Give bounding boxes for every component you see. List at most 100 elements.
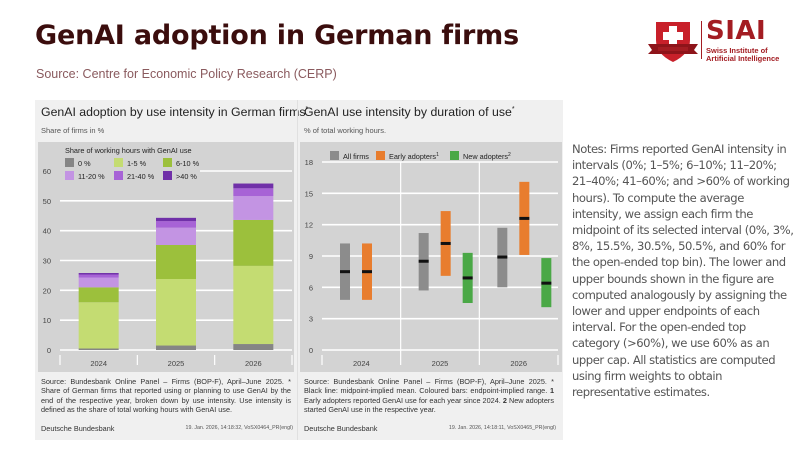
right-panel-footer: Deutsche Bundesbank 19. Jan. 2026, 14:18… (304, 424, 556, 433)
page-source: Source: Centre for Economic Policy Resea… (36, 67, 337, 81)
mean-marker (497, 255, 508, 259)
bar-segment (156, 227, 196, 245)
legend-label: 6-10 % (176, 159, 200, 168)
y-tick-label: 30 (43, 257, 51, 266)
y-tick-label: 6 (309, 283, 313, 292)
y-tick-label: 0 (47, 346, 51, 355)
right-footer-stamp: 19. Jan. 2026, 14:18:11, VoSX0465_PR(eng… (448, 425, 556, 431)
left-panel-subtitle: Share of firms in % (41, 126, 105, 135)
x-tick-label: 2025 (168, 359, 185, 368)
right-panel-title: GenAI use intensity by duration of use* (304, 105, 515, 119)
left-panel-title-marker: * (305, 105, 309, 113)
bar-segment (78, 274, 119, 278)
y-tick-label: 50 (43, 197, 51, 206)
legend-footnote-marker: 1 (436, 152, 439, 158)
bar-segment (78, 287, 119, 303)
legend-swatch (114, 171, 123, 180)
bar-segment (156, 278, 196, 346)
right-plot-area: 0 3 6 9 12 15 18 2024 2025 2026 All firms Early ado… (300, 142, 562, 372)
legend-swatch (65, 171, 74, 180)
bar-segment (233, 344, 274, 350)
right-panel-title-marker: * (511, 105, 515, 113)
mean-marker (362, 270, 372, 274)
left-panel: GenAI adoption by use intensity in Germa… (35, 100, 308, 440)
mean-marker (440, 241, 451, 245)
figure: GenAI adoption by use intensity in Germa… (35, 100, 563, 440)
legend-swatch (450, 151, 459, 160)
legend-label: 1-5 % (127, 159, 147, 168)
left-panel-note: Source: Bundesbank Online Panel – Firms … (41, 377, 291, 415)
logo-subtitle-line2: Artificial Intelligence (706, 54, 780, 63)
bar-segment (233, 265, 274, 345)
legend-swatch (163, 171, 172, 180)
right-panel-title-text: GenAI use intensity by duration of use (304, 105, 512, 119)
left-panel-title: GenAI adoption by use intensity in Germa… (41, 105, 308, 119)
legend-label: 11-20 % (78, 172, 105, 181)
right-footer-publisher: Deutsche Bundesbank (304, 424, 378, 433)
mean-marker (541, 281, 552, 285)
logo-subtitle-line1: Swiss Institute of (706, 46, 768, 55)
left-panel-footer: Deutsche Bundesbank 19. Jan. 2026, 14:18… (41, 424, 293, 433)
right-panel: GenAI use intensity by duration of use* … (297, 100, 563, 440)
y-tick-label: 3 (309, 315, 313, 324)
x-tick-label: 2025 (432, 359, 449, 368)
y-tick-label: 10 (43, 316, 51, 325)
legend-swatch (65, 158, 74, 167)
x-tick-label: 2026 (245, 359, 262, 368)
right-note-b: Early adopters reported GenAI use for ea… (304, 395, 503, 405)
mean-marker (462, 276, 473, 280)
mean-marker (418, 259, 429, 263)
logo-divider (701, 21, 702, 59)
right-note-ref1: 1 (549, 386, 554, 396)
left-plot-area: 0 10 20 30 40 50 60 2024 2025 2026 Share of workin… (38, 142, 294, 372)
y-tick-label: 0 (309, 346, 313, 355)
legend-label: Early adopters1 (389, 152, 439, 161)
notes-text: Notes: Firms reported GenAI intensity in… (572, 142, 794, 400)
bar-segment (156, 217, 196, 222)
legend-label: New adopters2 (463, 152, 511, 161)
right-panel-subtitle: % of total working hours. (304, 126, 387, 135)
bar-segment (78, 277, 119, 288)
y-tick-label: 40 (43, 227, 51, 236)
left-panel-title-text: GenAI adoption by use intensity in Germa… (41, 105, 306, 119)
x-tick-label: 2026 (510, 359, 527, 368)
mean-marker (340, 270, 350, 274)
right-panel-note: Source: Bundesbank Online Panel – Firms … (304, 377, 554, 415)
logo-name: SIAI (706, 16, 767, 46)
bar-segment (78, 302, 119, 349)
bar-segment (233, 183, 274, 189)
siai-logo: SIAI Swiss Institute of Artificial Intel… (648, 16, 798, 64)
bar-segment (78, 348, 119, 350)
y-tick-label: 18 (305, 158, 313, 167)
shield-icon (648, 22, 698, 62)
legend-swatch (376, 151, 385, 160)
legend-label: >40 % (176, 172, 197, 181)
bar-segment (156, 244, 196, 279)
x-tick-label: 2024 (90, 359, 107, 368)
left-footer-publisher: Deutsche Bundesbank (41, 424, 115, 433)
right-note-ref2: 2 (502, 395, 507, 405)
right-note-a: Source: Bundesbank Online Panel – Firms … (304, 377, 554, 396)
y-tick-label: 9 (309, 252, 313, 261)
bar-segment (233, 196, 274, 220)
left-footer-stamp: 19. Jan. 2026, 14:18:32, VoSX0464_PR(eng… (185, 425, 294, 431)
legend-swatch (330, 151, 339, 160)
bar-segment (156, 221, 196, 228)
bar-segment (233, 219, 274, 266)
legend-label: All firms (343, 152, 369, 161)
page-title: GenAI adoption in German firms (35, 20, 519, 51)
legend-swatch (114, 158, 123, 167)
mean-marker (519, 216, 530, 220)
stacked-bar-chart: 0 10 20 30 40 50 60 2024 2025 2026 Share of workin… (43, 146, 293, 368)
x-tick-label: 2024 (353, 359, 370, 368)
y-tick-label: 20 (43, 286, 51, 295)
legend-footnote-marker: 2 (508, 152, 511, 158)
y-tick-label: 15 (305, 189, 313, 198)
legend-title: Share of working hours with GenAI use (65, 146, 192, 155)
bar-segment (156, 345, 196, 350)
bar-segment (233, 188, 274, 197)
right-note-c: New adopters started GenAI use in the re… (304, 395, 554, 415)
logo-subtitle: Swiss Institute of Artificial Intelligen… (706, 47, 779, 63)
legend-label: 0 % (78, 159, 91, 168)
